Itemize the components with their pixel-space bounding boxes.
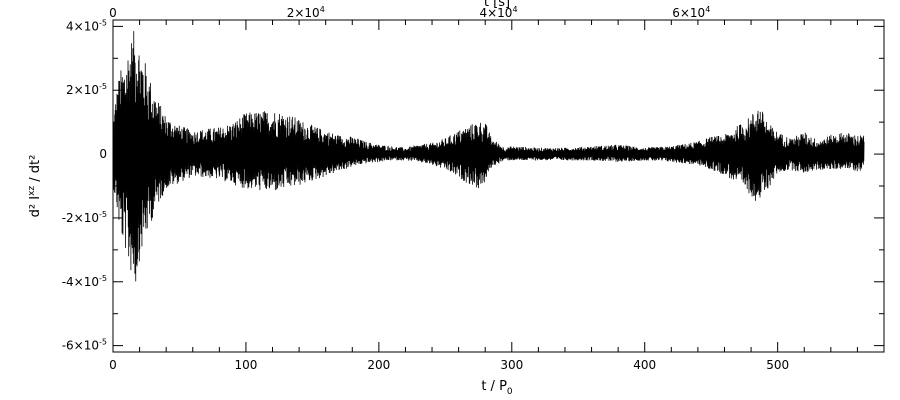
y-tick-mantissa: -4×10 (62, 275, 99, 289)
axis-ticks (112, 20, 885, 352)
top-tick-mantissa: 4×10 (479, 6, 512, 20)
y-tick-label: 2×10-5 (66, 82, 107, 97)
x-tick-label: 300 (500, 358, 523, 372)
x-tick-label: 500 (766, 358, 789, 372)
y-tick-exponent: -5 (99, 274, 107, 283)
top-tick-label: 4×104 (479, 5, 517, 20)
x-tick-label: 100 (234, 358, 257, 372)
x-tick-label: 400 (633, 358, 656, 372)
y-tick-mantissa: -2×10 (62, 211, 99, 225)
y-tick-mantissa: 2×10 (66, 83, 99, 97)
top-axis-label: t [s] (484, 0, 510, 10)
y-axis-label: d² Ixz / dt² (27, 155, 43, 218)
y-tick-label: 0 (99, 147, 107, 161)
top-tick-exponent: 4 (320, 5, 325, 14)
top-tick-mantissa: 0 (109, 6, 117, 20)
y-tick-label: 4×10-5 (66, 18, 107, 33)
top-tick-label: 0 (109, 6, 117, 20)
y-tick-exponent: -5 (99, 210, 107, 219)
top-tick-exponent: 4 (705, 5, 710, 14)
y-tick-exponent: -5 (99, 338, 107, 347)
x-axis-label: t / P0 (481, 379, 513, 397)
y-tick-label: -2×10-5 (62, 210, 107, 225)
y-tick-mantissa: -6×10 (62, 339, 99, 353)
top-tick-label: 2×104 (287, 5, 325, 20)
top-tick-mantissa: 2×10 (287, 6, 320, 20)
top-tick-exponent: 4 (512, 5, 517, 14)
x-tick-label: 0 (109, 358, 117, 372)
x-tick-label: 200 (367, 358, 390, 372)
y-tick-mantissa: 0 (99, 147, 107, 161)
top-tick-mantissa: 6×10 (672, 6, 705, 20)
signal-trace (112, 31, 865, 282)
y-tick-label: -6×10-5 (62, 338, 107, 353)
signal-line (112, 31, 865, 282)
y-tick-label: -4×10-5 (62, 274, 107, 289)
y-tick-mantissa: 4×10 (66, 19, 99, 33)
top-tick-label: 6×104 (672, 5, 710, 20)
y-tick-exponent: -5 (99, 82, 107, 91)
y-tick-exponent: -5 (99, 18, 107, 27)
